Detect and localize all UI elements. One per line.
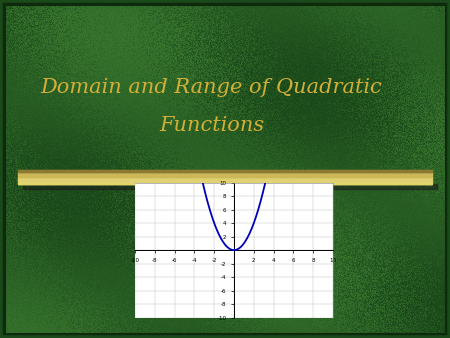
Bar bbox=[18, 175, 432, 176]
Bar bbox=[18, 180, 432, 181]
Bar bbox=[18, 171, 432, 172]
Bar bbox=[18, 177, 432, 178]
Bar bbox=[18, 178, 432, 179]
Bar bbox=[18, 172, 432, 173]
Text: Functions: Functions bbox=[159, 116, 264, 135]
Bar bbox=[18, 170, 432, 171]
Bar bbox=[22, 184, 436, 189]
Bar bbox=[18, 174, 432, 175]
Bar bbox=[18, 176, 432, 177]
Text: Domain and Range of Quadratic: Domain and Range of Quadratic bbox=[40, 78, 382, 97]
Bar bbox=[18, 183, 432, 184]
Bar bbox=[18, 173, 432, 174]
Bar bbox=[18, 179, 432, 180]
Bar bbox=[18, 182, 432, 183]
Bar bbox=[18, 181, 432, 182]
